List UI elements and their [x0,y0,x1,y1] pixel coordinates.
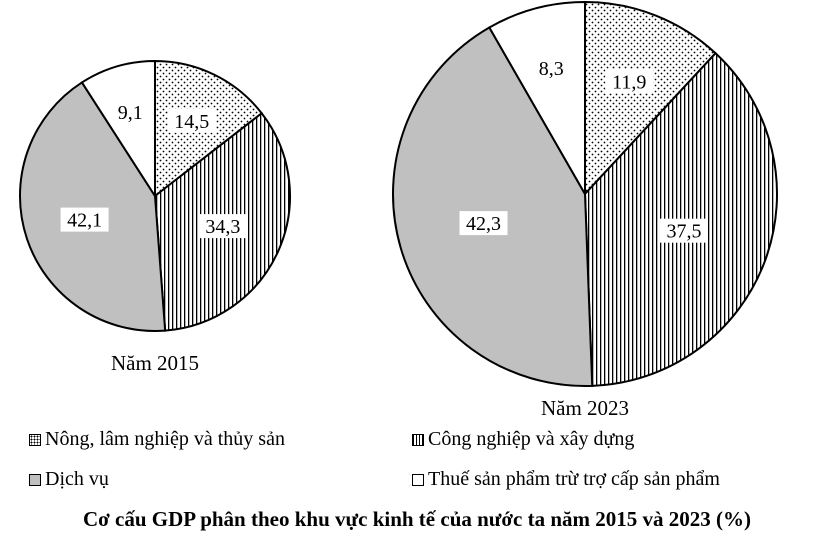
data-label-background [605,69,654,94]
legend-label: Công nghiệp và xây dựng [428,428,635,450]
data-label: 37,5 [667,221,702,243]
pie-slice [392,26,594,387]
legend-label: Dịch vụ [45,468,109,490]
legend-swatch-dots [29,433,41,446]
chart-caption: Cơ cấu GDP phân theo khu vực kinh tế của… [82,507,752,531]
data-label-background [660,218,708,243]
legend-swatch-vertical-lines [412,433,424,446]
legend-label: Thuế sản phẩm trừ trợ cấp sản phẩm [428,468,720,490]
pie-slice [80,59,156,200]
data-label-background [60,207,109,232]
data-label: 9,1 [118,102,143,124]
pie-charts: 14,5 34,3 42,1 9,1 Năm 2015 11,9 37,5 42,3 8,3 N… [18,0,778,420]
data-label-background [167,108,216,133]
data-label-background [198,214,247,239]
legend-label: Nông, lâm nghiệp và thủy sản [45,428,285,450]
data-label: 42,3 [466,213,501,235]
legend-swatch-gray [29,473,41,486]
pie-slice [584,0,717,197]
pie-title: Năm 2015 [111,351,199,375]
data-label: 11,9 [612,71,646,93]
pie-slice [18,81,167,333]
data-label: 14,5 [174,111,209,133]
legend-item-services: Dịch vụ [29,468,109,491]
data-label-background [532,55,571,80]
data-label-background [111,99,150,124]
legend-item-agriculture: Nông, lâm nghiệp và thủy sản [29,428,285,451]
pie-2015: 14,5 34,3 42,1 9,1 Năm 2015 [18,59,291,375]
data-label: 8,3 [539,58,564,80]
legend-swatch-white [412,473,424,486]
data-label-background [459,211,508,236]
pie-2023: 11,9 37,5 42,3 8,3 Năm 2023 [392,0,778,420]
data-label: 34,3 [205,216,240,238]
legend-item-industry: Công nghiệp và xây dựng [412,428,634,451]
pie-title: Năm 2023 [541,396,629,420]
pie-slice [487,0,586,198]
legend-item-taxes: Thuế sản phẩm trừ trợ cấp sản phẩm [412,468,720,491]
data-label: 42,1 [67,210,102,232]
